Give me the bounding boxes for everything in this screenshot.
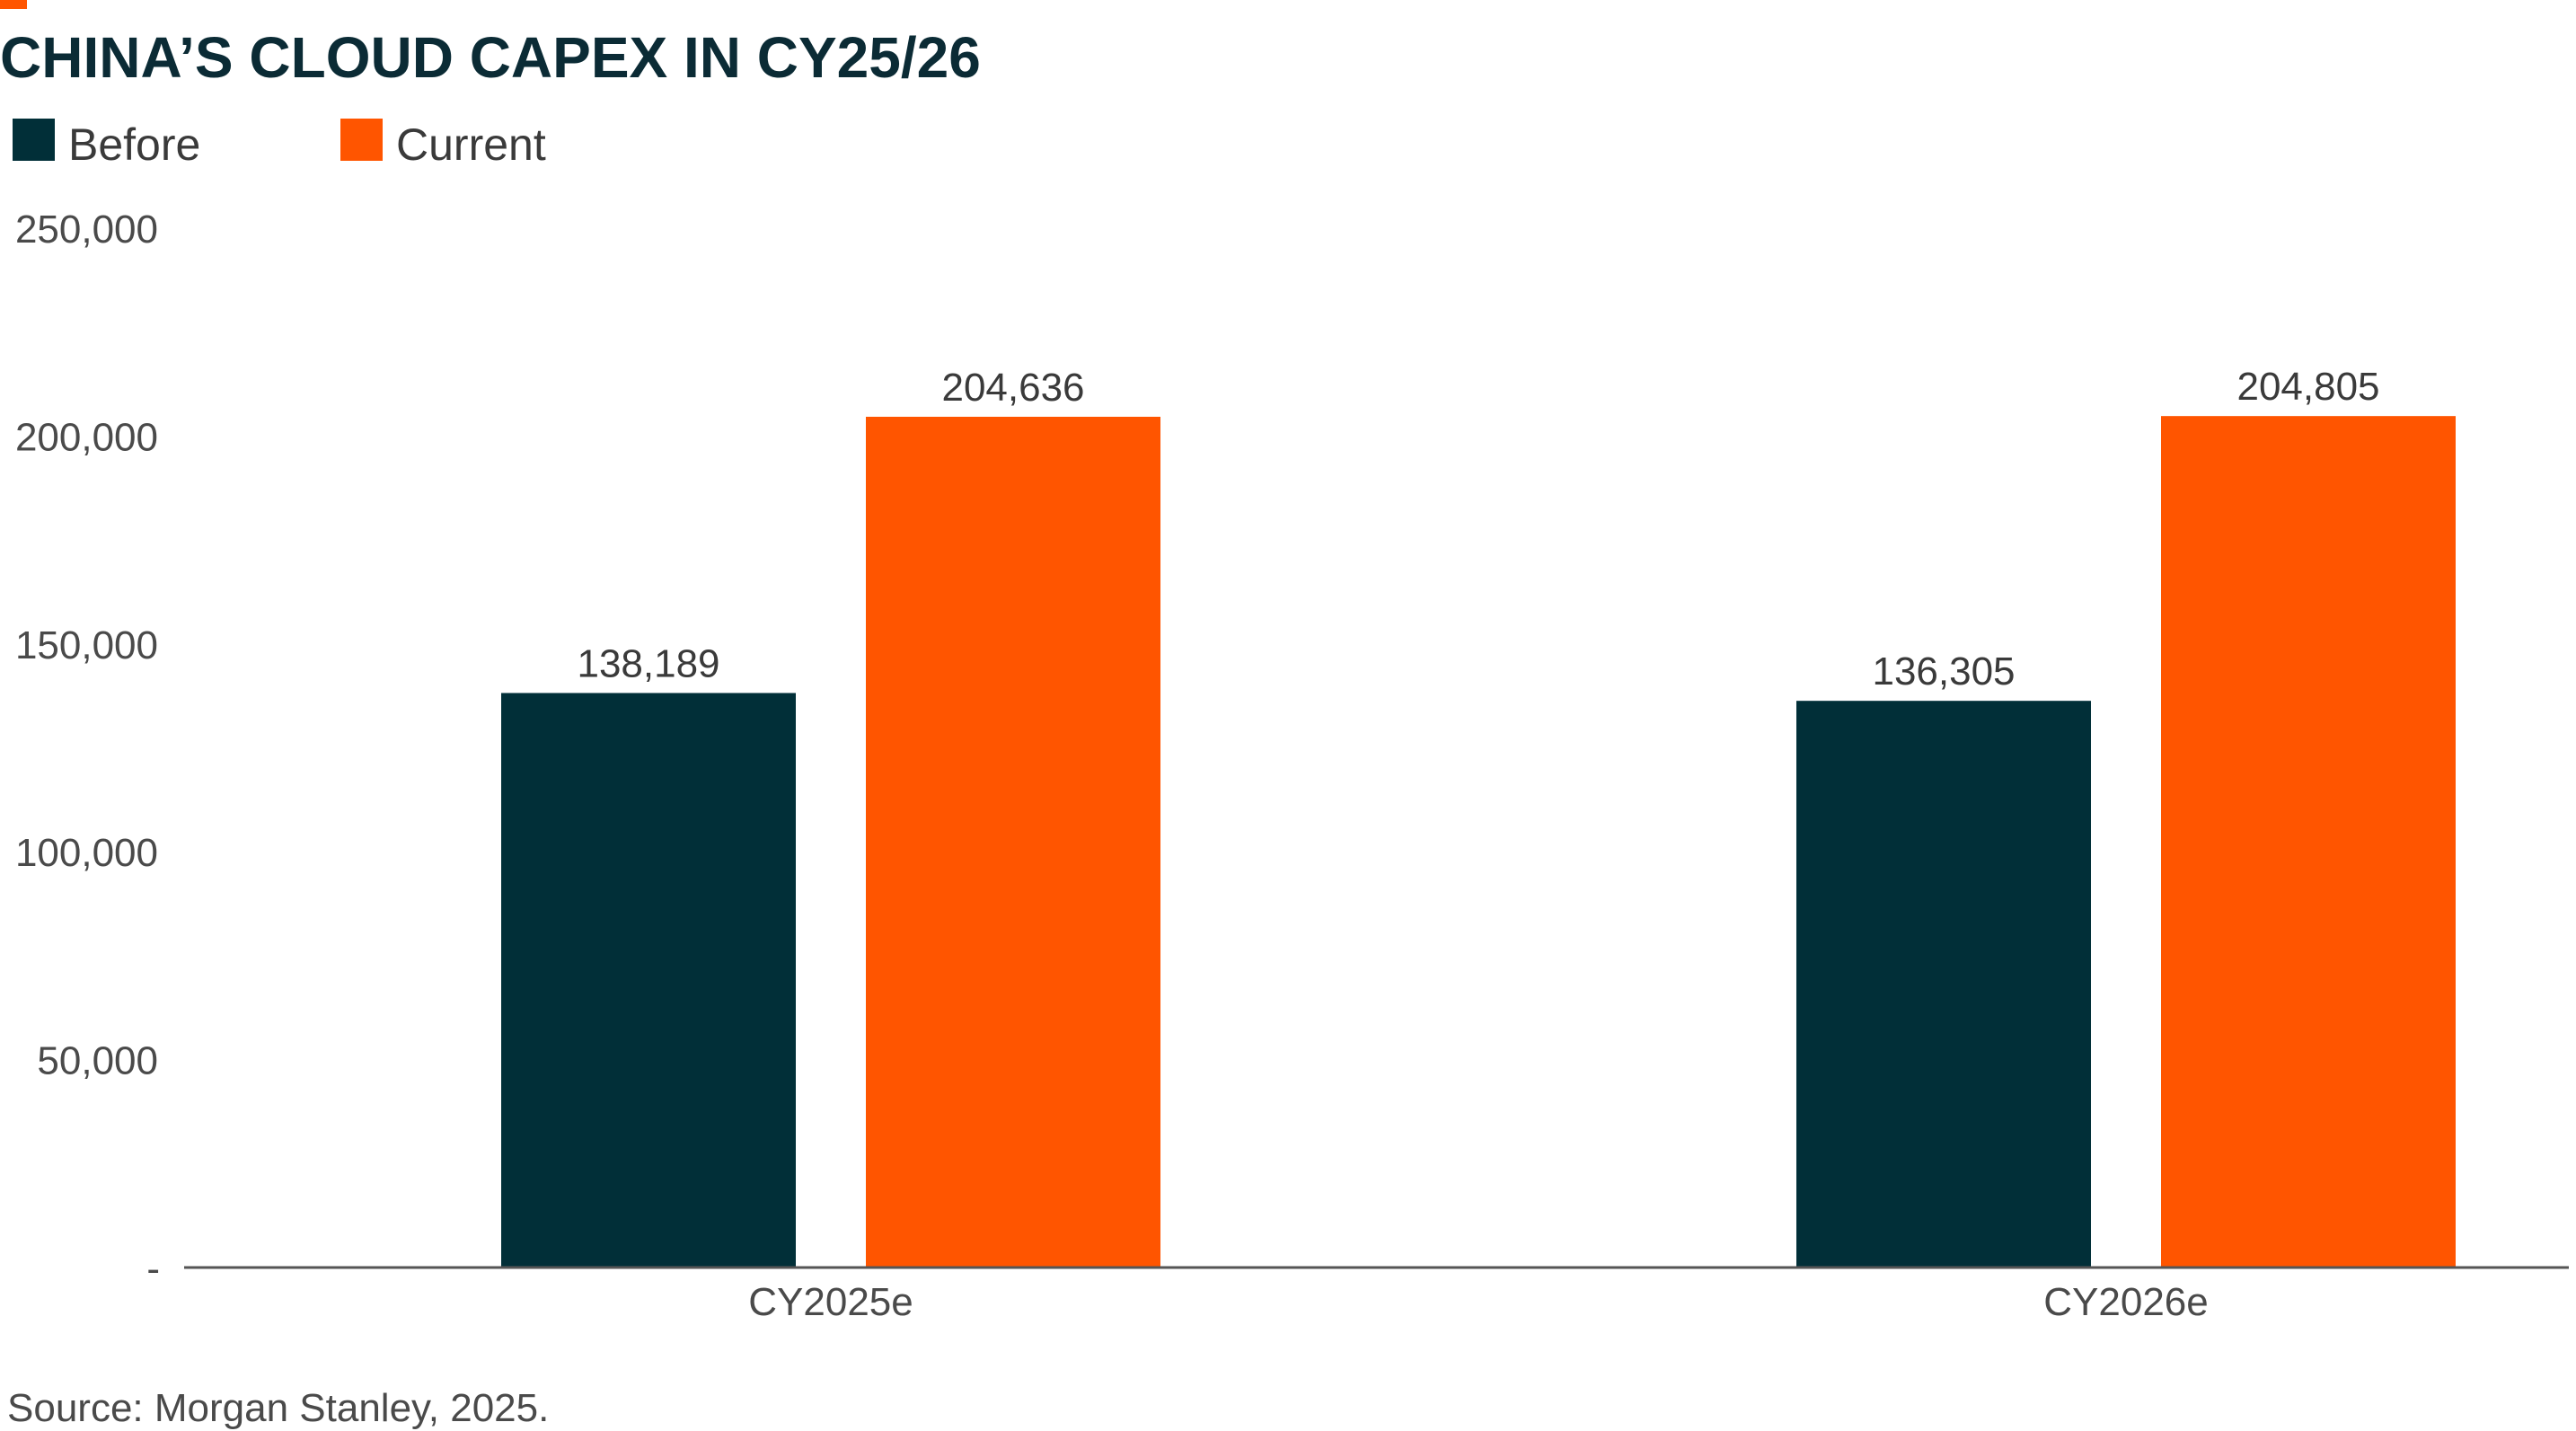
data-label: 138,189 bbox=[577, 641, 719, 685]
data-label: 204,805 bbox=[2236, 365, 2379, 409]
y-tick-label: 150,000 bbox=[15, 623, 158, 667]
data-label: 204,636 bbox=[941, 366, 1084, 410]
y-tick-label: 250,000 bbox=[15, 208, 158, 252]
legend-label-before: Before bbox=[68, 119, 200, 170]
data-label: 136,305 bbox=[1872, 649, 2015, 693]
bar-current-cy2025e bbox=[866, 416, 1160, 1268]
bar-before-cy2026e bbox=[1796, 701, 2091, 1268]
legend-label-current: Current bbox=[396, 119, 546, 170]
y-tick-label: 50,000 bbox=[37, 1039, 158, 1083]
y-tick-label: 100,000 bbox=[15, 831, 158, 875]
x-tick-label: CY2026e bbox=[2043, 1280, 2208, 1324]
x-tick-label: CY2025e bbox=[748, 1280, 913, 1324]
bar-before-cy2025e bbox=[501, 693, 796, 1268]
y-tick-label: 200,000 bbox=[15, 415, 158, 459]
legend-swatch-before bbox=[13, 119, 55, 161]
legend-swatch-current bbox=[340, 119, 383, 161]
data-labels: 138,189 136,305 204,636 204,805 bbox=[577, 365, 2379, 693]
bars bbox=[501, 416, 2456, 1268]
source-note: Source: Morgan Stanley, 2025. bbox=[7, 1386, 549, 1430]
chart-title: CHINA’S CLOUD CAPEX IN CY25/26 bbox=[0, 25, 981, 90]
x-axis: CY2025e CY2026e bbox=[748, 1280, 2208, 1324]
y-axis: - 50,000 100,000 150,000 200,000 250,000 bbox=[15, 208, 160, 1291]
bar-current-cy2026e bbox=[2161, 416, 2456, 1268]
accent-bar bbox=[0, 0, 27, 9]
legend: Before Current bbox=[13, 119, 546, 170]
y-tick-label: - bbox=[146, 1247, 160, 1291]
